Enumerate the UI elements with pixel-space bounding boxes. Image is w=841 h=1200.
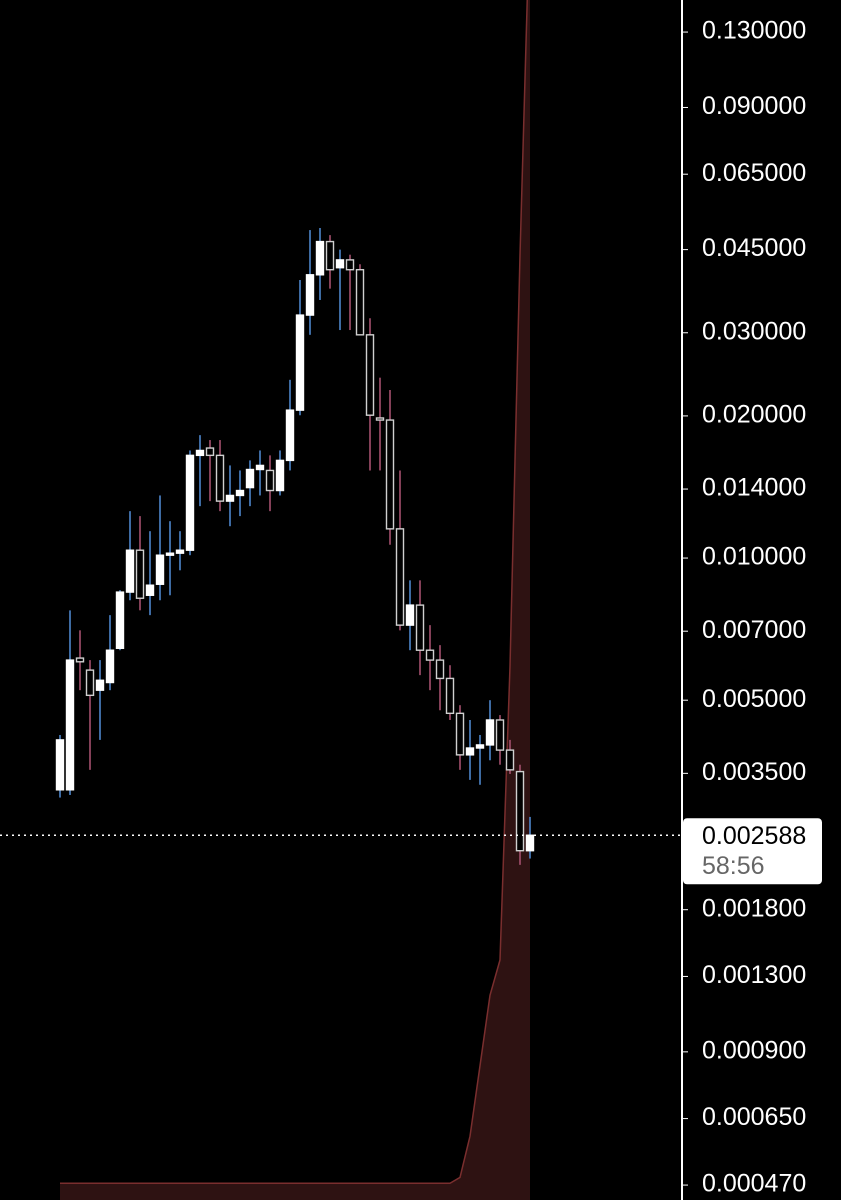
candle-body — [415, 604, 425, 651]
y-tick-label: 0.007000 — [702, 616, 806, 644]
candle-body — [395, 528, 405, 626]
candle-body — [405, 604, 415, 626]
candle-body — [265, 469, 275, 492]
candle-body — [305, 274, 315, 316]
y-tick-label: 0.014000 — [702, 474, 806, 502]
candle-body — [85, 669, 95, 697]
y-tick-label: 0.000470 — [702, 1170, 806, 1198]
candle-body — [285, 409, 295, 462]
candle-body — [485, 719, 495, 746]
y-tick-label: 0.001300 — [702, 961, 806, 989]
y-tick-label: 0.000900 — [702, 1036, 806, 1064]
y-tick-label: 0.000650 — [702, 1103, 806, 1131]
candle-body — [115, 591, 125, 649]
candle-body — [475, 744, 485, 749]
candle-body — [435, 659, 445, 680]
y-tick-label: 0.090000 — [702, 92, 806, 120]
candle-body — [235, 489, 245, 497]
candle-body — [465, 747, 475, 756]
volume-line — [60, 0, 528, 1184]
candle-body — [175, 549, 185, 554]
candle-body — [55, 739, 65, 791]
y-tick-label: 0.045000 — [702, 234, 806, 262]
last-price-box — [683, 818, 822, 885]
candle-body — [495, 719, 505, 751]
countdown-label: 58:56 — [702, 852, 765, 880]
candle-body — [295, 314, 305, 411]
candle-body — [455, 712, 465, 756]
candle-body — [385, 419, 395, 530]
candle-layer — [55, 228, 535, 865]
candle-body — [275, 459, 285, 492]
candle-body — [225, 494, 235, 502]
candle-body — [445, 677, 455, 715]
candle-body — [65, 659, 75, 791]
y-tick-label: 0.030000 — [702, 317, 806, 345]
candle-body — [325, 240, 335, 271]
y-tick-label: 0.003500 — [702, 758, 806, 786]
candle-body — [515, 770, 525, 852]
candle-body — [155, 554, 165, 585]
candle-body — [105, 649, 115, 684]
candle-body — [135, 549, 145, 599]
candle-body — [165, 552, 175, 556]
candle-body — [255, 464, 265, 471]
candle-body — [525, 834, 535, 852]
candle-body — [215, 454, 225, 502]
candle-body — [195, 449, 205, 457]
price-axis: 0.130000 0.090000 0.065000 0.045000 0.030000… — [682, 17, 806, 1198]
candle-body — [345, 259, 355, 271]
candle-body — [315, 240, 325, 276]
y-tick-label: 0.005000 — [702, 685, 806, 713]
y-tick-label: 0.001800 — [702, 894, 806, 922]
candle-body — [335, 259, 345, 269]
candle-body — [425, 649, 435, 661]
last-price-label: 0.002588 — [702, 822, 806, 850]
candle-body — [185, 454, 195, 551]
y-tick-label: 0.065000 — [702, 159, 806, 187]
candle-body — [375, 417, 385, 421]
y-tick-label: 0.010000 — [702, 543, 806, 571]
volume-layer — [60, 0, 530, 1200]
y-tick-label: 0.130000 — [702, 17, 806, 45]
candle-body — [505, 749, 515, 771]
y-tick-label: 0.020000 — [702, 401, 806, 429]
candle-body — [145, 584, 155, 596]
candle-body — [355, 269, 365, 336]
candle-body — [75, 657, 85, 663]
candle-body — [95, 679, 105, 691]
candle-body — [205, 447, 215, 457]
candle-body — [125, 549, 135, 593]
candle-body — [365, 334, 375, 416]
volume-area — [60, 0, 530, 1200]
candle-body — [245, 468, 255, 489]
